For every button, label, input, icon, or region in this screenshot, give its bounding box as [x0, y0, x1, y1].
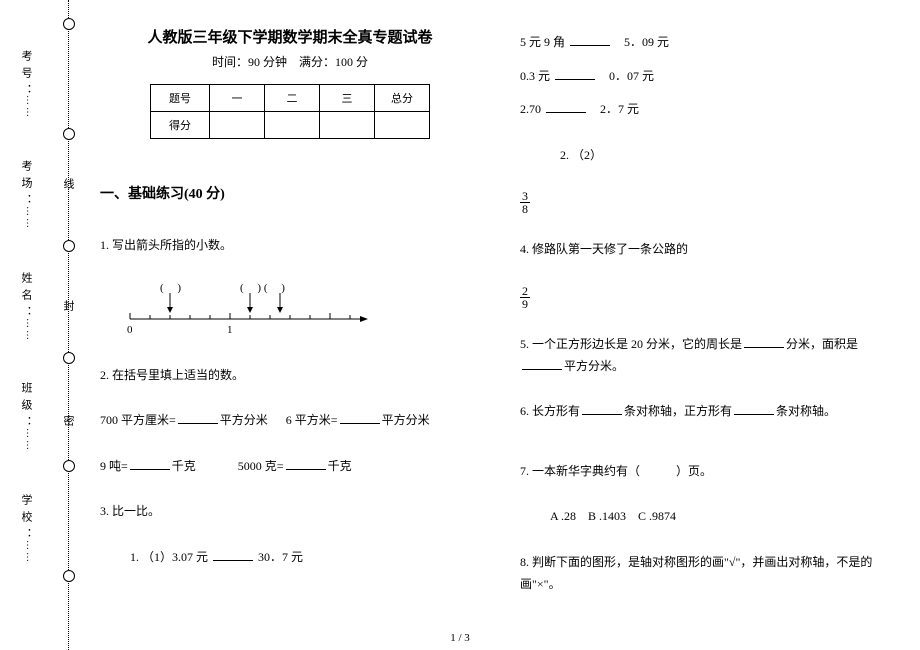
- exam-subtitle: 时间：90 分钟 满分：100 分: [100, 53, 480, 70]
- score-cell[interactable]: [265, 112, 320, 139]
- q6-text: 6. 长方形有: [520, 404, 580, 418]
- q3-text: 1. （1）3.07 元: [130, 550, 208, 564]
- binding-label: 姓名：: [18, 272, 34, 323]
- frac-den: 9: [520, 298, 530, 310]
- question-5: 5. 一个正方形边长是 20 分米，它的周长是 分米，面积是 平方分米。: [520, 334, 900, 377]
- binding-circle: [63, 18, 75, 30]
- binding-margin: 考号： …… 考场： …… 姓名： …… 班级： …… 学校： …… 线 封 密: [0, 0, 90, 650]
- question-1: 1. 写出箭头所指的小数。: [100, 235, 480, 257]
- question-2-line: 9 吨= 千克 5000 克= 千克: [100, 456, 480, 478]
- fill-blank[interactable]: [734, 403, 774, 415]
- q6-text: 条对称轴，正方形有: [624, 404, 732, 418]
- binding-label: 考场：: [18, 160, 34, 211]
- question-7: 7. 一本新华字典约有（ ）页。: [520, 461, 900, 483]
- q2-text: 700 平方厘米=: [100, 413, 176, 427]
- frac-den: 8: [520, 203, 530, 215]
- fraction: 29: [520, 285, 900, 310]
- q5-text: 平方分米。: [564, 359, 624, 373]
- binding-label: 班级：: [18, 382, 34, 433]
- svg-text:0: 0: [127, 324, 133, 336]
- q2-text: 6 平方米=: [286, 413, 338, 427]
- binding-word: 密: [60, 415, 76, 426]
- q5-text: 分米，面积是: [786, 337, 858, 351]
- question-2: 2. 在括号里填上适当的数。: [100, 365, 480, 387]
- page-number: 1 / 3: [0, 632, 920, 644]
- question-7-options: A .28 B .1403 C .9874: [520, 506, 900, 528]
- right-column: 5 元 9 角 5．09 元 0.3 元 0．07 元 2.70 2．7 元 2…: [520, 20, 900, 650]
- number-line: ( ) ( ) ( ) 0 1: [120, 279, 480, 343]
- fill-blank[interactable]: [340, 412, 380, 424]
- binding-circle: [63, 352, 75, 364]
- fill-blank[interactable]: [582, 403, 622, 415]
- question-3-2: 2. （2）: [520, 145, 900, 167]
- fill-blank[interactable]: [570, 34, 610, 46]
- q3-pair: 5 元 9 角 5．09 元: [520, 32, 900, 54]
- page-content: 人教版三年级下学期数学期末全真专题试卷 时间：90 分钟 满分：100 分 题号…: [100, 20, 900, 650]
- section-heading: 一、基础练习(40 分): [100, 183, 480, 203]
- question-3: 3. 比一比。: [100, 501, 480, 523]
- q3-pair: 0.3 元 0．07 元: [520, 66, 900, 88]
- binding-label: 考号：: [18, 50, 34, 101]
- q3-text: 0.3 元: [520, 69, 550, 83]
- question-4: 4. 修路队第一天修了一条公路的: [520, 239, 900, 261]
- score-table: 题号 一 二 三 总分 得分: [150, 84, 430, 139]
- q3-text: 2．7 元: [600, 102, 639, 116]
- q3-text: 2.70: [520, 102, 541, 116]
- binding-label: 学校：: [18, 494, 34, 545]
- fill-blank[interactable]: [178, 412, 218, 424]
- q2-text: 9 吨=: [100, 459, 128, 473]
- q6-text: 条对称轴。: [776, 404, 836, 418]
- score-cell: 总分: [375, 85, 430, 112]
- question-6: 6. 长方形有 条对称轴，正方形有 条对称轴。: [520, 401, 900, 423]
- q3-pair: 2.70 2．7 元: [520, 99, 900, 121]
- svg-text:( ): ( ): [160, 282, 181, 294]
- binding-dots: ……: [24, 206, 35, 230]
- fraction: 38: [520, 190, 900, 215]
- fill-blank[interactable]: [213, 549, 253, 561]
- score-cell[interactable]: [375, 112, 430, 139]
- binding-word: 线: [60, 178, 76, 189]
- score-cell: 得分: [151, 112, 210, 139]
- question-8: 8. 判断下面的图形，是轴对称图形的画"√"，并画出对称轴，不是的画"×"。: [520, 552, 900, 595]
- binding-dots: ……: [24, 540, 35, 564]
- score-cell: 二: [265, 85, 320, 112]
- fill-blank[interactable]: [744, 336, 784, 348]
- question-2-line: 700 平方厘米= 平方分米 6 平方米= 平方分米: [100, 410, 480, 432]
- binding-word: 封: [60, 300, 76, 311]
- binding-dots: ……: [24, 95, 35, 119]
- q5-text: 5. 一个正方形边长是 20 分米，它的周长是: [520, 337, 742, 351]
- score-cell: 一: [210, 85, 265, 112]
- q2-text: 平方分米: [220, 413, 268, 427]
- fill-blank[interactable]: [130, 458, 170, 470]
- score-cell: 三: [320, 85, 375, 112]
- svg-text:( ) ( ): ( ) ( ): [240, 282, 285, 294]
- q3-text: 5 元 9 角: [520, 35, 565, 49]
- binding-dots: ……: [24, 428, 35, 452]
- q3-text: 0．07 元: [609, 69, 654, 83]
- q3-text: 30．7 元: [258, 550, 303, 564]
- binding-circle: [63, 460, 75, 472]
- score-cell: 题号: [151, 85, 210, 112]
- question-3-1: 1. （1）3.07 元 30．7 元: [100, 547, 480, 569]
- q2-text: 千克: [172, 459, 196, 473]
- q3-text: 5．09 元: [624, 35, 669, 49]
- q2-text: 平方分米: [382, 413, 430, 427]
- binding-circle: [63, 240, 75, 252]
- binding-circle: [63, 570, 75, 582]
- q2-text: 5000 克=: [238, 459, 284, 473]
- fill-blank[interactable]: [546, 101, 586, 113]
- score-cell[interactable]: [320, 112, 375, 139]
- score-cell[interactable]: [210, 112, 265, 139]
- left-column: 人教版三年级下学期数学期末全真专题试卷 时间：90 分钟 满分：100 分 题号…: [100, 20, 480, 650]
- fill-blank[interactable]: [522, 358, 562, 370]
- exam-title: 人教版三年级下学期数学期末全真专题试卷: [100, 26, 480, 47]
- svg-text:1: 1: [227, 324, 233, 336]
- fill-blank[interactable]: [286, 458, 326, 470]
- fill-blank[interactable]: [555, 68, 595, 80]
- q2-text: 千克: [328, 459, 352, 473]
- binding-dots: ……: [24, 318, 35, 342]
- binding-circle: [63, 128, 75, 140]
- binding-dotline: [68, 0, 69, 650]
